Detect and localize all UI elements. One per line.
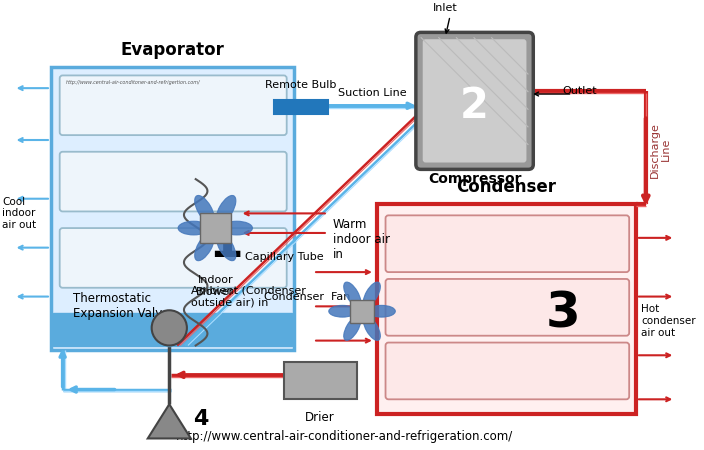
Text: Outlet: Outlet [562, 86, 597, 96]
Text: 3: 3 [546, 289, 581, 337]
Text: http://www.central-air-conditoner-and-refrigertion.com/: http://www.central-air-conditoner-and-re… [65, 80, 200, 85]
FancyBboxPatch shape [386, 216, 629, 272]
Circle shape [151, 310, 187, 346]
Text: 4: 4 [193, 409, 208, 429]
Bar [51, 67, 294, 351]
Text: http://www.central-air-conditioner-and-refrigeration.com/: http://www.central-air-conditioner-and-r… [176, 430, 513, 443]
Bar [284, 362, 357, 399]
Bar [200, 213, 231, 243]
Text: Inlet: Inlet [433, 3, 458, 13]
Ellipse shape [178, 221, 209, 235]
FancyBboxPatch shape [60, 228, 287, 288]
Ellipse shape [344, 316, 360, 340]
Bar [351, 300, 374, 323]
Text: 1: 1 [208, 219, 243, 266]
Ellipse shape [363, 316, 380, 340]
Text: Evaporator: Evaporator [120, 41, 224, 59]
FancyBboxPatch shape [386, 342, 629, 399]
Text: 2: 2 [460, 85, 489, 127]
Text: Warm
indoor air
in: Warm indoor air in [333, 218, 390, 261]
Text: Capillary Tube: Capillary Tube [244, 252, 323, 262]
Text: Hot
condenser
air out: Hot condenser air out [641, 305, 696, 338]
FancyBboxPatch shape [416, 32, 534, 169]
Text: Remote Bulb: Remote Bulb [265, 80, 336, 90]
Text: Indoor
Blower: Indoor Blower [196, 275, 234, 297]
Text: Condenser  Fan: Condenser Fan [264, 292, 351, 302]
Bar [377, 203, 636, 414]
Text: Cool
indoor
air out: Cool indoor air out [2, 197, 36, 230]
FancyBboxPatch shape [422, 39, 527, 162]
Ellipse shape [363, 282, 380, 306]
Ellipse shape [344, 282, 360, 306]
Text: Condenser: Condenser [456, 178, 556, 196]
Text: Ambient (Condenser
outside air) in: Ambient (Condenser outside air) in [191, 286, 306, 307]
Text: Drier: Drier [305, 411, 335, 424]
Text: Compressor: Compressor [428, 172, 522, 186]
FancyBboxPatch shape [60, 76, 287, 135]
Ellipse shape [195, 195, 214, 223]
Text: Suction Line: Suction Line [337, 88, 406, 98]
Ellipse shape [216, 195, 236, 223]
Text: Discharge
Line: Discharge Line [650, 122, 672, 178]
FancyBboxPatch shape [386, 279, 629, 336]
Bar [274, 100, 328, 113]
Ellipse shape [221, 221, 253, 235]
Polygon shape [148, 404, 191, 438]
FancyBboxPatch shape [60, 152, 287, 212]
Ellipse shape [368, 306, 396, 317]
Ellipse shape [329, 306, 356, 317]
Ellipse shape [216, 233, 236, 261]
Text: Thermostatic
Expansion Valve: Thermostatic Expansion Valve [73, 292, 170, 320]
Bar [53, 313, 291, 346]
Ellipse shape [195, 233, 214, 261]
